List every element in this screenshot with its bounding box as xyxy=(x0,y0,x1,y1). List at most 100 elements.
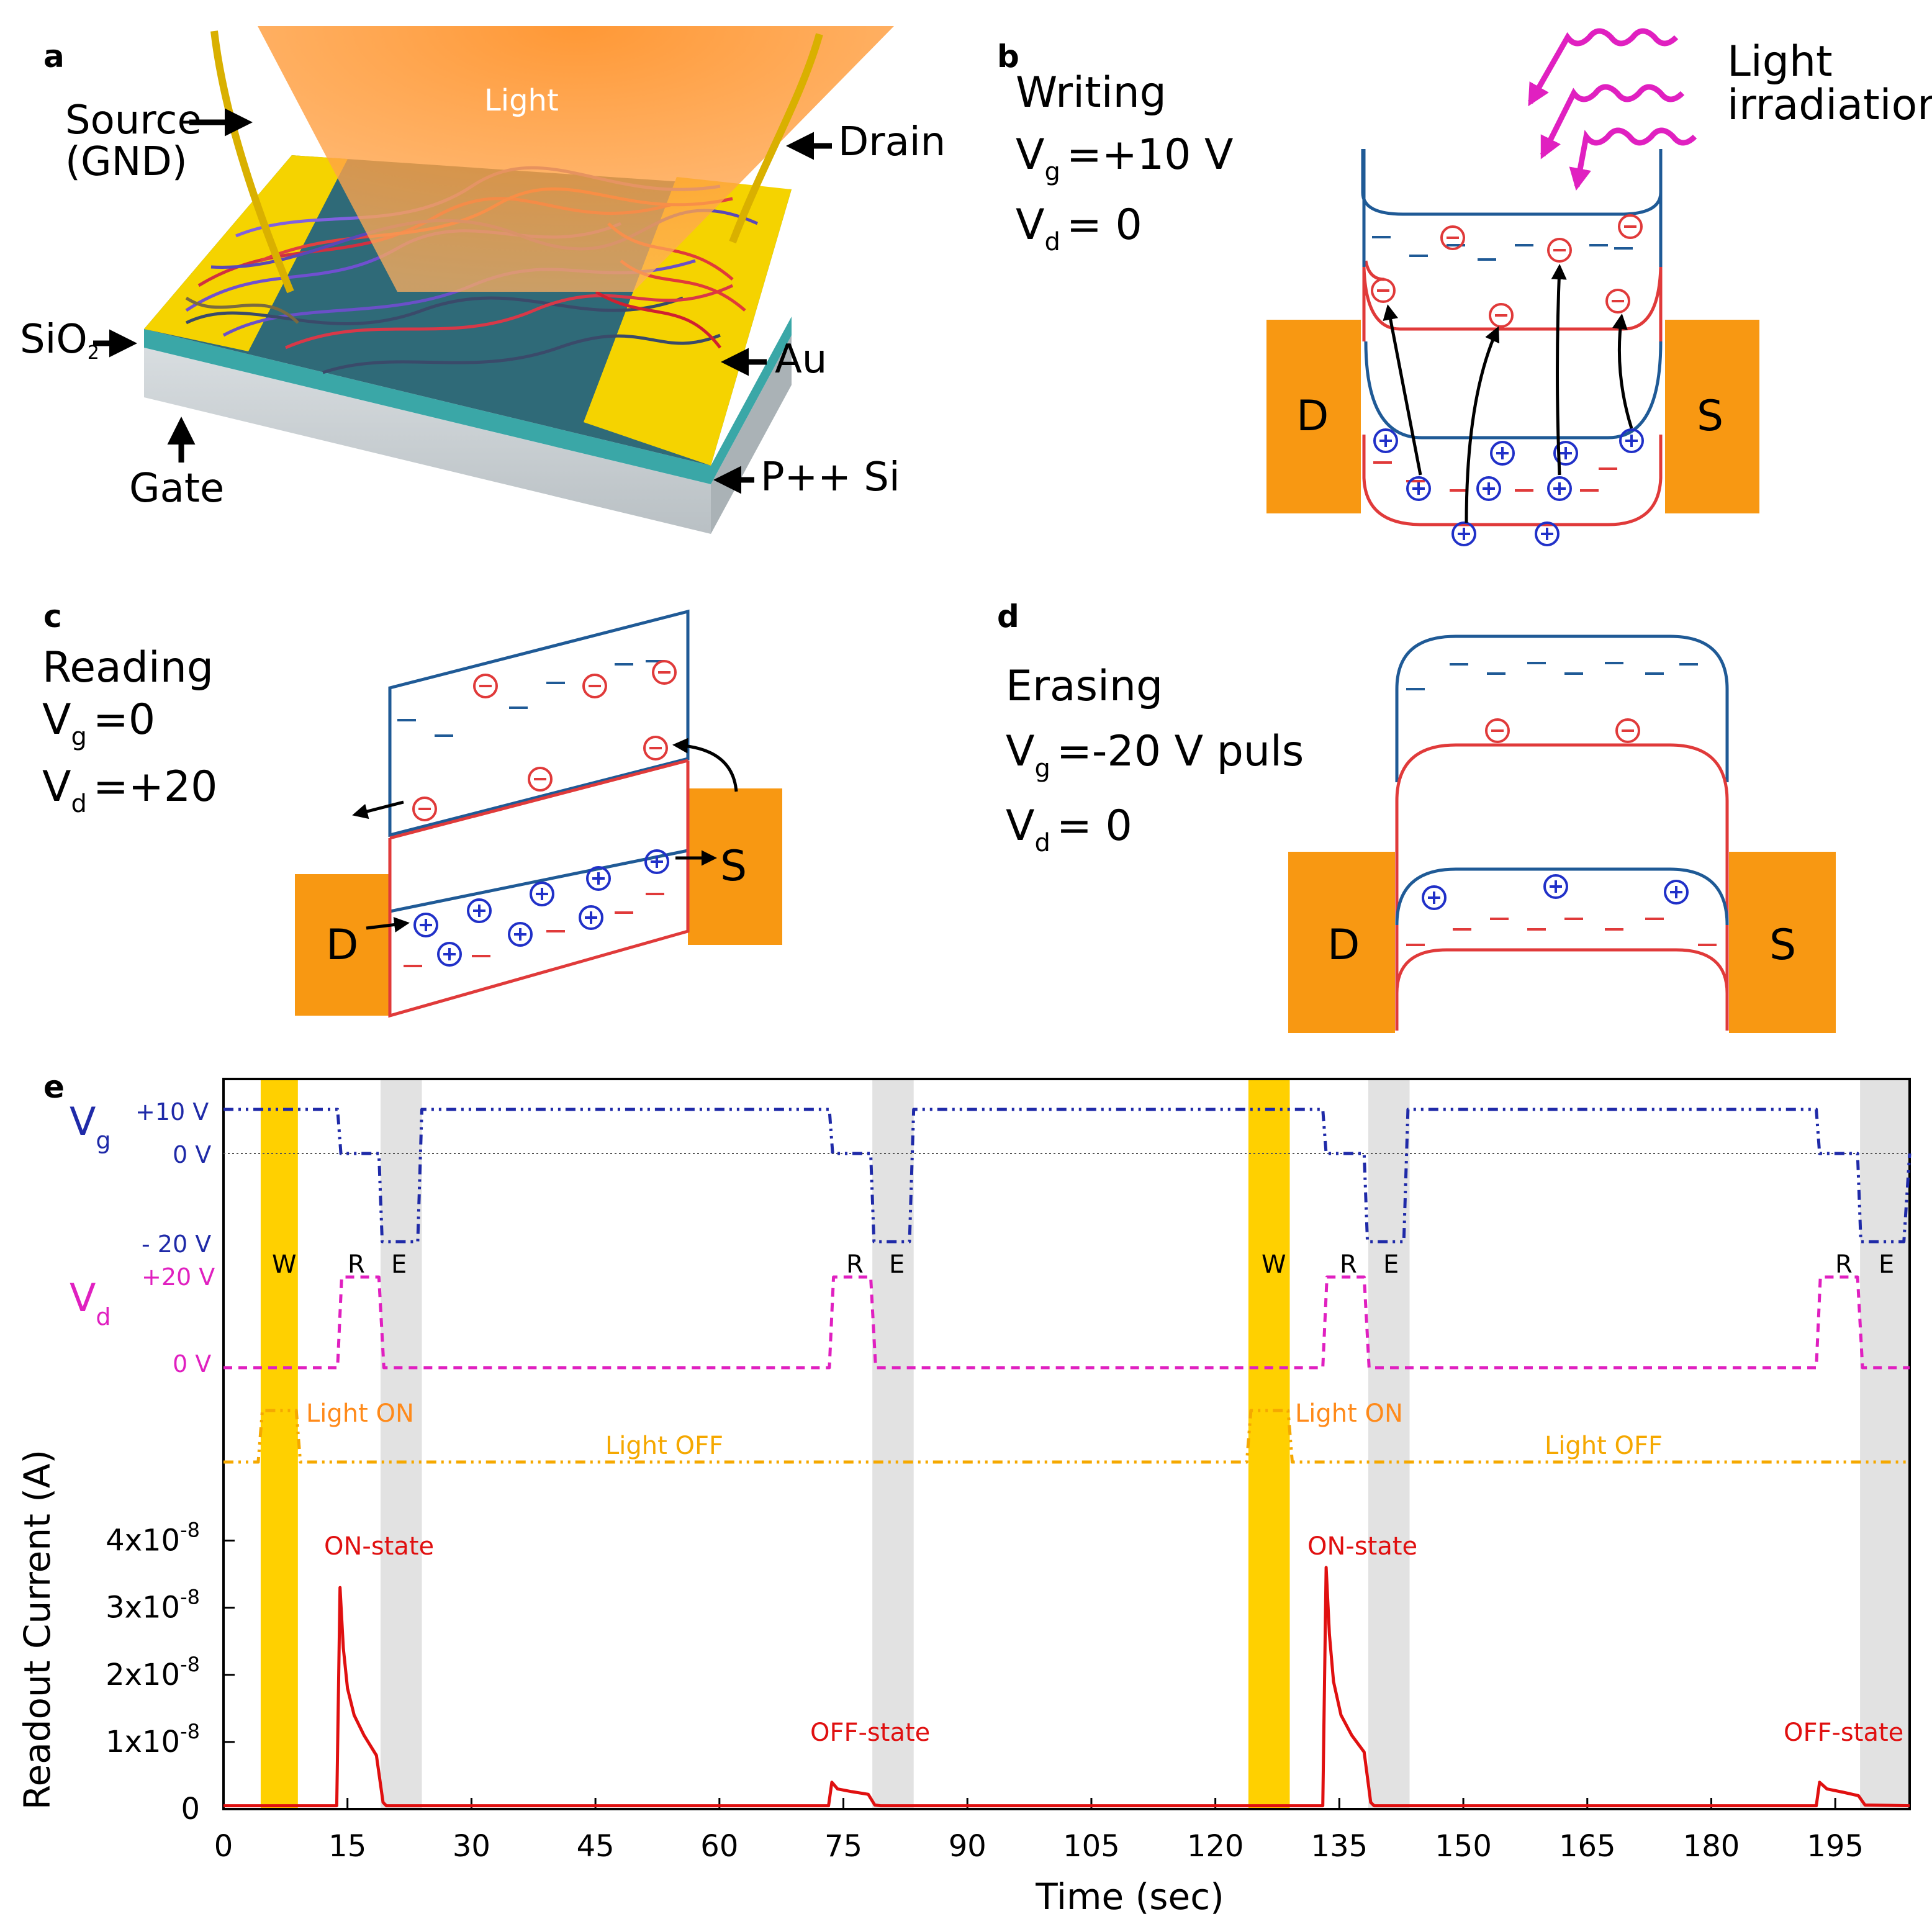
drain-probe xyxy=(729,33,823,244)
x-tick-label-105: 105 xyxy=(1063,1829,1120,1864)
light-label: Light xyxy=(484,83,559,118)
write-band-1 xyxy=(260,1079,298,1809)
write-mark-2: W xyxy=(1262,1250,1286,1279)
writing-vd: Vd = 0 xyxy=(1016,201,1142,256)
x-tick-label-150: 150 xyxy=(1435,1829,1492,1864)
panel-e: e 0 15 30 45 60 75 90 105 120 135 150 165 180 195 0 1x… xyxy=(16,1069,1912,1918)
light-trace xyxy=(223,1409,1910,1464)
x-tick-label-120: 120 xyxy=(1187,1829,1244,1864)
panel-c-letter: c xyxy=(43,598,62,634)
x-tick-label-90: 90 xyxy=(949,1829,986,1864)
x-tick-label-195: 195 xyxy=(1807,1829,1864,1864)
drain-block-d xyxy=(1288,852,1395,1033)
vg-level-10: +10 V xyxy=(135,1098,209,1126)
writing-title: Writing xyxy=(1016,68,1167,117)
write-mark-1: W xyxy=(272,1250,297,1279)
off-state-label-1: OFF-state xyxy=(810,1718,930,1747)
erase-mark-3: E xyxy=(1383,1250,1399,1279)
y-axis-title: Readout Current (A) xyxy=(16,1450,58,1810)
interval-bands xyxy=(260,1079,1910,1809)
y-tick-label-0: 0 xyxy=(181,1792,200,1826)
erasing-title: Erasing xyxy=(1006,662,1163,711)
writing-excitation-arrows xyxy=(1383,264,1633,523)
drain-block-c xyxy=(295,874,389,1016)
x-tick-label-135: 135 xyxy=(1311,1829,1368,1864)
light-irr-label-1: Light xyxy=(1727,37,1833,86)
source-block-c xyxy=(688,788,782,945)
psi-label: P++ Si xyxy=(761,454,900,500)
current-trace xyxy=(223,1566,1910,1808)
au-label: Au xyxy=(775,336,827,382)
source-label-b: S xyxy=(1697,392,1723,441)
reading-vd: Vd =+20 xyxy=(42,762,217,818)
erasing-vg: Vg =-20 V puls xyxy=(1006,727,1304,783)
light-on-label-2: Light ON xyxy=(1295,1399,1403,1428)
vd-level-0: 0 V xyxy=(173,1350,211,1378)
x-tick-label-60: 60 xyxy=(700,1829,738,1864)
vd-axis-label: Vd xyxy=(70,1275,111,1330)
si-substrate-side xyxy=(144,348,711,534)
vg-axis-label: Vg xyxy=(70,1099,111,1154)
x-tick-label-75: 75 xyxy=(824,1829,862,1864)
gate-label: Gate xyxy=(129,466,224,512)
panel-c: c Reading Vg =0 Vd =+20 D S xyxy=(42,598,782,1018)
panel-a-letter: a xyxy=(43,38,65,74)
erase-band-2 xyxy=(872,1079,914,1809)
panel-d: d Erasing Vg =-20 V puls Vd = 0 D S xyxy=(997,598,1836,1033)
off-state-label-2: OFF-state xyxy=(1784,1718,1903,1747)
read-mark-3: R xyxy=(1340,1250,1357,1279)
read-mark-4: R xyxy=(1835,1250,1853,1279)
x-axis-title: Time (sec) xyxy=(1035,1876,1224,1918)
source-label: Source xyxy=(65,97,202,143)
erase-mark-2: E xyxy=(889,1250,905,1279)
y-tick-label-3: 3x10-8 xyxy=(106,1586,200,1625)
writing-electrons xyxy=(1371,214,1643,328)
gnd-label: (GND) xyxy=(65,139,187,185)
y-tick-label-1: 1x10-8 xyxy=(106,1720,200,1759)
drain-label-d: D xyxy=(1327,921,1360,970)
x-tick-label-165: 165 xyxy=(1559,1829,1616,1864)
erase-band-4 xyxy=(1860,1079,1910,1809)
vg-level-0: 0 V xyxy=(173,1141,211,1168)
erasing-vd: Vd = 0 xyxy=(1006,801,1132,857)
light-irradiation-waves xyxy=(1528,28,1697,191)
light-cone xyxy=(258,26,894,292)
erase-mark-1: E xyxy=(391,1250,407,1279)
read-mark-2: R xyxy=(846,1250,864,1279)
source-block-b xyxy=(1665,320,1759,513)
source-probe xyxy=(210,30,294,294)
panel-b: b Writing Vg =+10 V Vd = 0 Light irradiati… xyxy=(997,28,1932,546)
erasing-holes xyxy=(1422,874,1689,910)
erase-mark-4: E xyxy=(1879,1250,1894,1279)
erasing-electrons xyxy=(1485,718,1640,743)
panel-b-letter: b xyxy=(997,38,1019,74)
reading-title: Reading xyxy=(42,643,214,692)
y-axis-ticks: 0 1x10-8 2x10-8 3x10-8 4x10-8 xyxy=(106,1519,235,1826)
writing-vg: Vg =+10 V xyxy=(1016,130,1234,186)
erase-band-3 xyxy=(1368,1079,1410,1809)
sio2-label: SiO2 xyxy=(20,317,99,364)
source-block-d xyxy=(1729,852,1836,1033)
read-mark-1: R xyxy=(348,1250,365,1279)
vd-level-20: +20 V xyxy=(142,1263,215,1291)
vg-level-minus20: - 20 V xyxy=(142,1230,211,1258)
traces xyxy=(223,1108,1912,1808)
x-tick-label-30: 30 xyxy=(453,1829,490,1864)
write-band-2 xyxy=(1248,1079,1290,1809)
light-off-label-2: Light OFF xyxy=(1545,1432,1663,1460)
light-off-label-1: Light OFF xyxy=(605,1432,723,1460)
y-tick-label-2: 2x10-8 xyxy=(106,1653,200,1692)
reading-vg: Vg =0 xyxy=(42,695,155,751)
vd-trace xyxy=(223,1275,1910,1370)
light-irr-label-2: irradiation xyxy=(1727,81,1932,130)
source-label-c: S xyxy=(720,842,747,891)
drain-label-c: D xyxy=(326,921,358,970)
vg-trace xyxy=(223,1108,1912,1244)
drain-label: Drain xyxy=(838,119,946,165)
on-state-label-1: ON-state xyxy=(324,1532,434,1561)
source-label-d: S xyxy=(1769,921,1796,970)
panel-d-letter: d xyxy=(997,598,1019,634)
panel-e-letter: e xyxy=(43,1069,65,1105)
drain-label-b: D xyxy=(1296,392,1329,441)
